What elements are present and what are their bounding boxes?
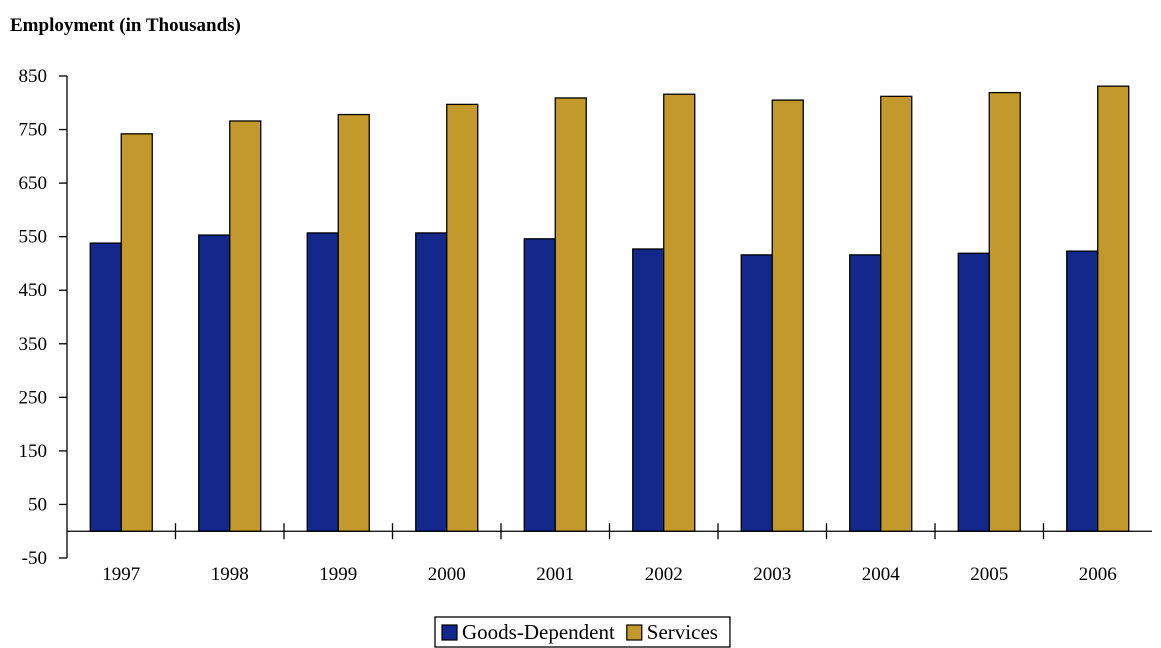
y-tick-label: 650 [19, 173, 48, 194]
bar-goods-dependent-1997 [89, 242, 122, 532]
x-tick-label: 2000 [428, 564, 466, 585]
x-tick-label: 1998 [211, 564, 249, 585]
bars [89, 85, 1130, 532]
x-axis: 1997 1998 1999 2000 2001 2002 2003 2004 2005 2006 [67, 523, 1152, 585]
y-tick-label: 250 [19, 387, 48, 408]
y-tick-label: 850 [19, 66, 48, 87]
legend-label-goods-dependent: Goods-Dependent [462, 620, 615, 644]
chart-title: Employment (in Thousands) [10, 15, 241, 36]
bar-goods-dependent-2000 [415, 232, 448, 532]
bar-goods-dependent-2004 [849, 254, 882, 532]
bar-goods-dependent-2005 [957, 252, 990, 532]
y-tick-label: 150 [19, 441, 48, 462]
y-tick-label: 750 [19, 120, 48, 141]
x-tick-label: 2001 [536, 564, 574, 585]
x-tick-label: 2004 [862, 564, 901, 585]
bar-goods-dependent-1999 [306, 232, 339, 532]
bar-goods-dependent-2003 [740, 254, 773, 532]
bar-services-2003 [771, 99, 804, 532]
y-tick-label: 50 [28, 494, 47, 515]
bar-services-1999 [337, 113, 370, 532]
bar-goods-dependent-1998 [198, 234, 231, 532]
legend-box [434, 616, 731, 648]
bar-services-2001 [554, 97, 587, 532]
legend: Goods-Dependent Services [434, 616, 731, 648]
y-tick-label: 350 [19, 334, 48, 355]
legend-swatch-goods-dependent [441, 624, 458, 641]
bar-services-1998 [229, 120, 262, 532]
bar-services-2000 [446, 103, 479, 532]
bar-services-2002 [663, 93, 696, 532]
bar-goods-dependent-2002 [632, 248, 665, 532]
x-tick-label: 1997 [102, 564, 140, 585]
legend-swatch-services [626, 624, 643, 641]
x-tick-label: 1999 [319, 564, 357, 585]
bar-services-2004 [880, 95, 913, 532]
bar-goods-dependent-2001 [523, 238, 556, 532]
x-tick-label: 2003 [753, 564, 791, 585]
bar-services-1997 [120, 133, 153, 532]
bar-services-2006 [1097, 85, 1130, 532]
x-tick-label: 2006 [1079, 564, 1117, 585]
bar-services-2005 [988, 91, 1021, 532]
legend-label-services: Services [647, 620, 718, 644]
y-tick-label: 450 [19, 280, 48, 301]
x-tick-label: 2002 [645, 564, 683, 585]
y-tick-label: 550 [19, 227, 48, 248]
y-axis: -50 50 150 250 350 450 550 650 750 850 [19, 66, 68, 569]
y-tick-label: -50 [22, 548, 47, 569]
x-tick-label: 2005 [970, 564, 1008, 585]
bar-goods-dependent-2006 [1066, 250, 1099, 532]
